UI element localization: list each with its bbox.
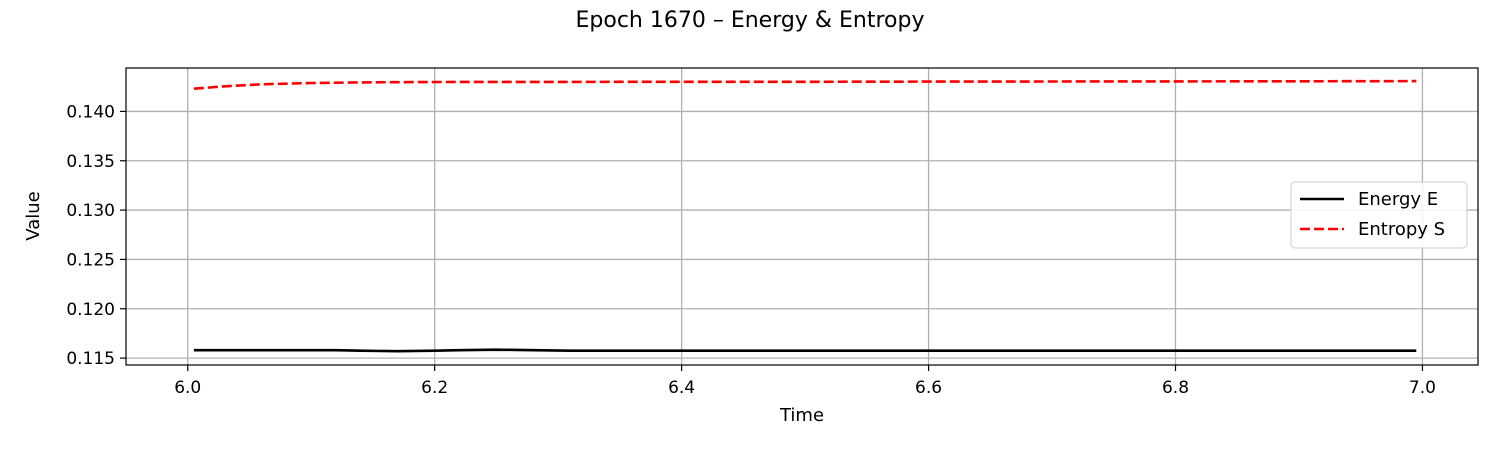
x-tick-label: 7.0 <box>1409 378 1436 398</box>
series-layer <box>193 79 1417 353</box>
plot-frame <box>125 67 1479 366</box>
series-line-entropy-s <box>193 79 1417 90</box>
y-tick-label: 0.115 <box>66 349 115 369</box>
y-tick-label: 0.120 <box>66 300 115 320</box>
chart-title: Epoch 1670 – Energy & Entropy <box>576 8 925 33</box>
y-tick-label: 0.125 <box>66 250 115 270</box>
legend: Energy E Entropy S <box>1290 181 1468 249</box>
legend-label: Energy E <box>1358 189 1438 210</box>
y-axis-label: Value <box>23 191 44 240</box>
y-tick-label: 0.140 <box>66 102 115 122</box>
x-tick-label: 6.6 <box>915 378 942 398</box>
x-tick-label: 6.2 <box>421 378 448 398</box>
axis-ticks: 6.0 6.2 6.4 6.6 6.8 7.0 0.115 0.120 0.125 0.130 0.… <box>66 102 1436 398</box>
y-tick-label: 0.130 <box>66 201 115 221</box>
series-line-energy-e <box>193 348 1417 353</box>
legend-label: Entropy S <box>1358 219 1445 240</box>
x-axis-label: Time <box>779 405 824 426</box>
y-tick-label: 0.135 <box>66 152 115 172</box>
x-tick-label: 6.8 <box>1162 378 1189 398</box>
x-tick-label: 6.0 <box>174 378 201 398</box>
x-tick-label: 6.4 <box>668 378 695 398</box>
grid <box>126 68 1478 365</box>
